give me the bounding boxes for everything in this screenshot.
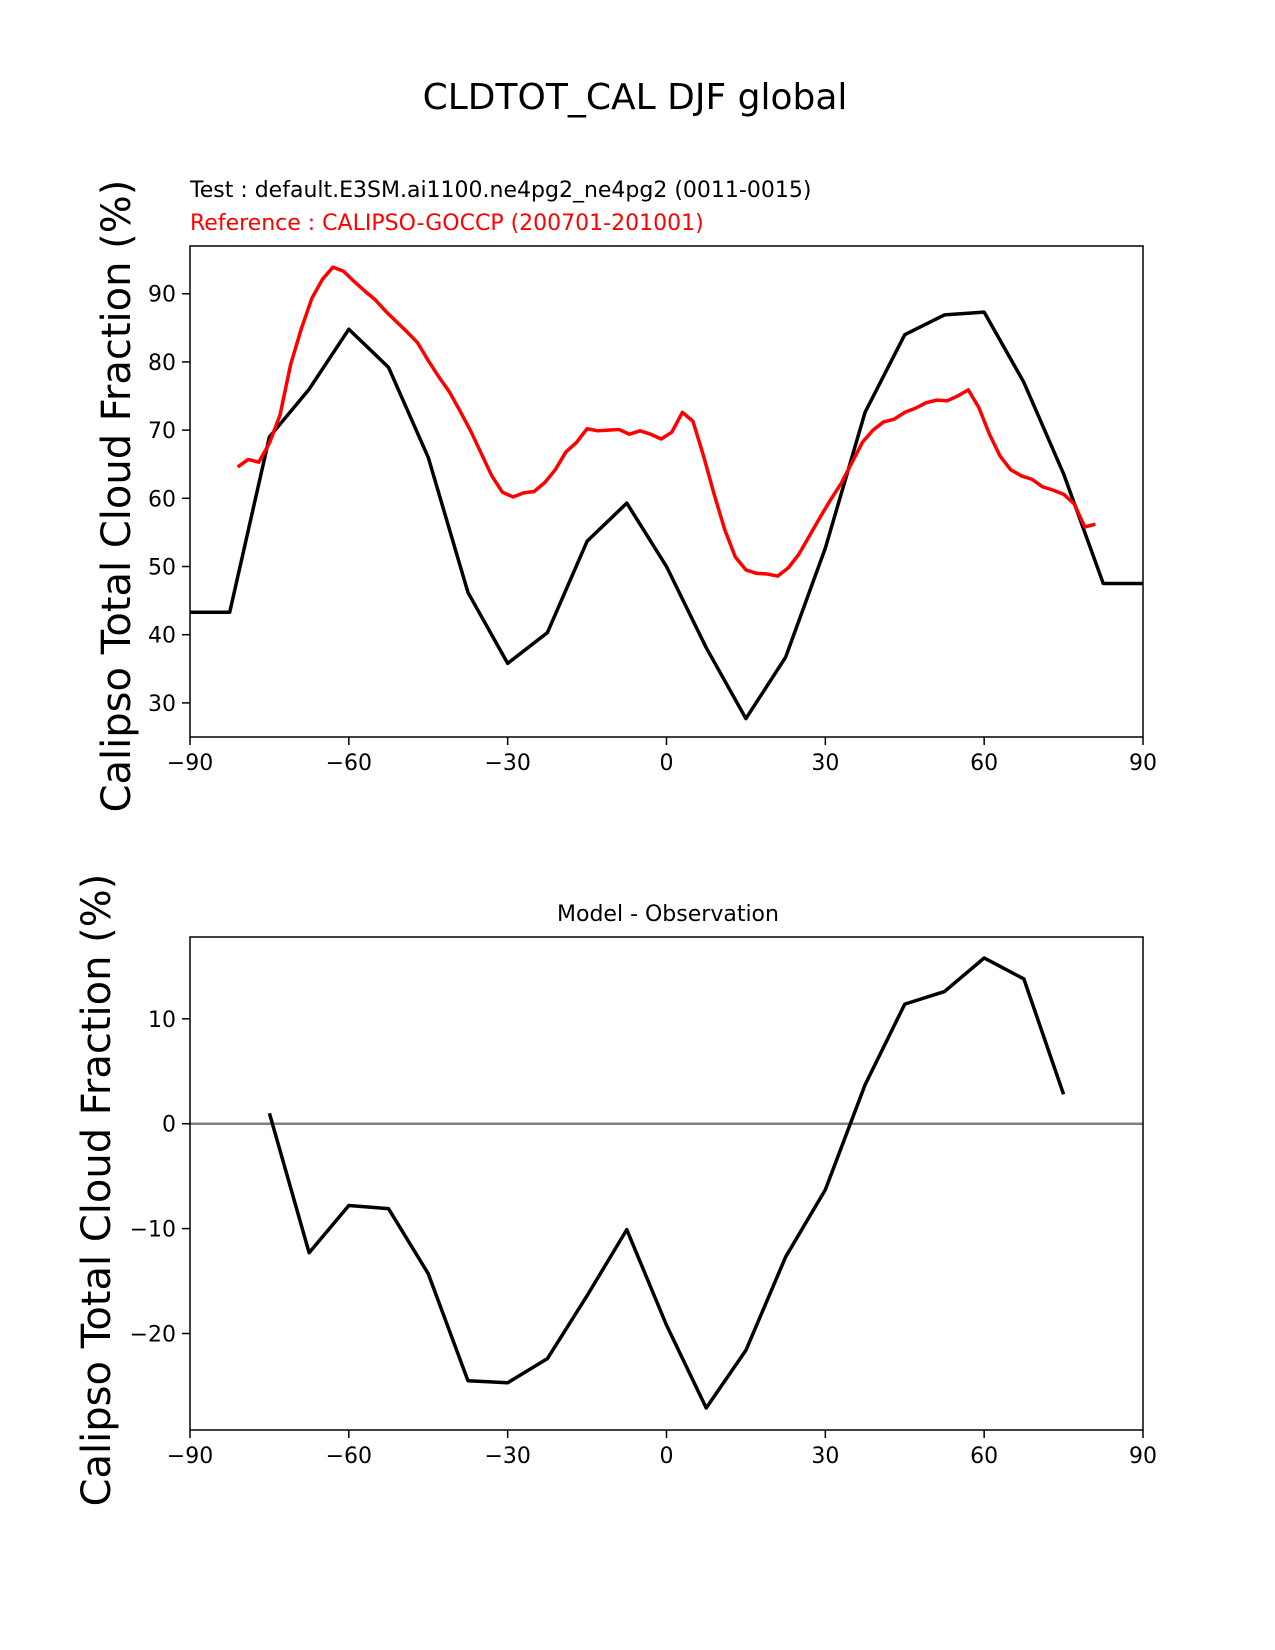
test-label: Test : default.E3SM.ai1100.ne4pg2_ne4pg2… (189, 178, 811, 203)
x-tick-label: −90 (167, 751, 213, 776)
x-tick-label: −90 (167, 1444, 213, 1469)
x-tick-label: 30 (811, 1444, 839, 1469)
reference-series-line (236, 265, 1096, 578)
x-tick-label: 60 (970, 1444, 998, 1469)
difference-series-line (267, 956, 1066, 1410)
difference-title: Model - Observation (557, 902, 779, 927)
plot-frame (189, 245, 1144, 738)
figure-title: CLDTOT_CAL DJF global (423, 77, 848, 118)
x-tick-label: −60 (326, 1444, 372, 1469)
bottom-ylabel: Calipso Total Cloud Fraction (%) (74, 874, 120, 1507)
x-tick-label: 90 (1129, 1444, 1157, 1469)
bottom-plot-area: −90 −60 −30 0 30 60 90 −20 −10 0 10 (130, 936, 1157, 1469)
x-tick-label: −30 (484, 751, 530, 776)
x-tick-label: −30 (484, 1444, 530, 1469)
y-tick-label: 30 (148, 692, 176, 717)
test-series-line (190, 310, 1143, 721)
x-tick-label: 30 (811, 751, 839, 776)
plot-frame (189, 936, 1144, 1431)
top-panel: Test : default.E3SM.ai1100.ne4pg2_ne4pg2… (94, 178, 1157, 812)
x-tick-label: −60 (326, 751, 372, 776)
x-tick-label: 0 (660, 1444, 674, 1469)
y-tick-label: 0 (162, 1113, 176, 1138)
bottom-panel: Model - Observation Calipso Total Cloud … (74, 874, 1157, 1507)
y-tick-label: 10 (148, 1008, 176, 1033)
y-tick-label: −20 (130, 1322, 176, 1347)
x-tick-label: 60 (970, 751, 998, 776)
y-tick-label: 40 (148, 624, 176, 649)
y-tick-label: 70 (148, 419, 176, 444)
x-tick-label: 90 (1129, 751, 1157, 776)
top-ylabel: Calipso Total Cloud Fraction (%) (94, 180, 140, 813)
y-tick-label: 90 (148, 283, 176, 308)
y-tick-label: 60 (148, 487, 176, 512)
y-tick-label: −10 (130, 1218, 176, 1243)
reference-label: Reference : CALIPSO-GOCCP (200701-201001… (190, 211, 704, 236)
y-tick-label: 50 (148, 556, 176, 581)
x-tick-label: 0 (660, 751, 674, 776)
top-plot-area: −90 −60 −30 0 30 60 90 30 40 50 60 70 80 90 (148, 245, 1157, 776)
y-tick-label: 80 (148, 351, 176, 376)
